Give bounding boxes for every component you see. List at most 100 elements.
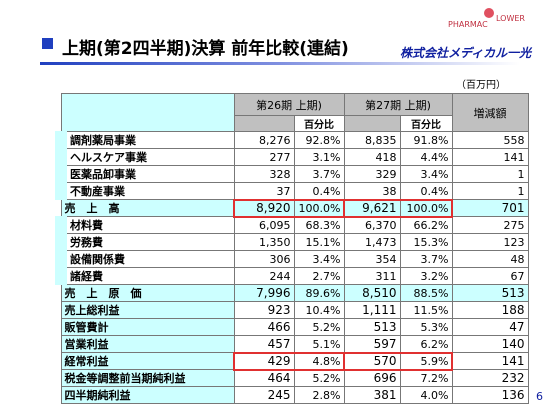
row-label: 調剤薬局事業 xyxy=(55,131,235,149)
cell: 67 xyxy=(451,267,529,285)
cell: 5.3% xyxy=(399,318,453,336)
corner xyxy=(60,93,235,132)
cell: 5.1% xyxy=(293,335,345,353)
cell: 1,111 xyxy=(343,301,401,319)
row-label: 営業利益 xyxy=(60,335,235,353)
cell: 11.5% xyxy=(399,301,453,319)
row-label: 四半期純利益 xyxy=(60,386,235,404)
cell: 1 xyxy=(451,165,529,183)
cell: 311 xyxy=(343,267,401,285)
cell: 0.4% xyxy=(399,182,453,200)
cell: 100.0% xyxy=(293,199,345,217)
cell: 513 xyxy=(343,318,401,336)
row-label: 売 上 高 xyxy=(60,199,235,217)
cell: 4.0% xyxy=(399,386,453,404)
cell: 8,276 xyxy=(233,131,295,149)
cell: 3.7% xyxy=(399,250,453,268)
cell: 6,370 xyxy=(343,216,401,234)
logo-text: PHARMAC xyxy=(448,20,488,29)
row-label: 医薬品卸事業 xyxy=(55,165,235,183)
cell: 8,510 xyxy=(343,284,401,302)
cell: 123 xyxy=(451,233,529,251)
bullet xyxy=(42,38,53,49)
cell: 354 xyxy=(343,250,401,268)
cell: 5.2% xyxy=(293,318,345,336)
title: 上期(第2四半期)決算 前年比較(連結) xyxy=(62,39,349,59)
cell: 37 xyxy=(233,182,295,200)
cell: 89.6% xyxy=(293,284,345,302)
cell xyxy=(233,115,295,132)
cell: 3.1% xyxy=(293,148,345,166)
column-header: 第27期 上期) xyxy=(343,93,453,116)
unit: （百万円） xyxy=(456,80,506,91)
row-label: 売 上 原 価 xyxy=(60,284,235,302)
row-label: 売上総利益 xyxy=(60,301,235,319)
cell: 100.0% xyxy=(399,199,453,217)
row-label: 設備関係費 xyxy=(55,250,235,268)
cell: 597 xyxy=(343,335,401,353)
row-label: 諸経費 xyxy=(55,267,235,285)
cell: 92.8% xyxy=(293,131,345,149)
cell: 66.2% xyxy=(399,216,453,234)
column-header: 増減額 xyxy=(451,93,529,132)
cell: 91.8% xyxy=(399,131,453,149)
cell: 381 xyxy=(343,386,401,404)
cell: 418 xyxy=(343,148,401,166)
row-label: 税金等調整前当期純利益 xyxy=(60,369,235,387)
cell: 6.2% xyxy=(399,335,453,353)
row-label: 不動産事業 xyxy=(55,182,235,200)
cell: 464 xyxy=(233,369,295,387)
cell: 3.4% xyxy=(399,165,453,183)
cell: 244 xyxy=(233,267,295,285)
cell: 2.7% xyxy=(293,267,345,285)
cell: 15.1% xyxy=(293,233,345,251)
cell: 4.4% xyxy=(399,148,453,166)
row-label: 労務費 xyxy=(55,233,235,251)
cell: 0.4% xyxy=(293,182,345,200)
cell: 696 xyxy=(343,369,401,387)
cell: 5.2% xyxy=(293,369,345,387)
cell: 306 xyxy=(233,250,295,268)
cell: 275 xyxy=(451,216,529,234)
cell: 7,996 xyxy=(233,284,295,302)
cell: 140 xyxy=(451,335,529,353)
row-label: 販管費計 xyxy=(60,318,235,336)
cell: 558 xyxy=(451,131,529,149)
cell: 3.7% xyxy=(293,165,345,183)
cell: 47 xyxy=(451,318,529,336)
cell: 3.4% xyxy=(293,250,345,268)
cell: 5.9% xyxy=(399,352,453,370)
cell: 8,920 xyxy=(233,199,295,217)
cell: 232 xyxy=(451,369,529,387)
cell: 328 xyxy=(233,165,295,183)
table: 第26期 上期) 第27期 上期) 増減額 百分比 百分比 調剤薬局事業 8,27… xyxy=(55,93,529,404)
cell: 1,473 xyxy=(343,233,401,251)
subheader: 百分比 xyxy=(399,115,453,132)
logo-text: LOWER xyxy=(496,14,525,23)
cell: 3.2% xyxy=(399,267,453,285)
row-label: 経常利益 xyxy=(60,352,235,370)
cell: 466 xyxy=(233,318,295,336)
cell: 570 xyxy=(343,352,401,370)
cell: 513 xyxy=(451,284,529,302)
cell: 9,621 xyxy=(343,199,401,217)
cell: 15.3% xyxy=(399,233,453,251)
cell: 8,835 xyxy=(343,131,401,149)
title-rule xyxy=(40,62,520,65)
row-label: ヘルスケア事業 xyxy=(55,148,235,166)
column-header: 第26期 上期) xyxy=(233,93,345,116)
cell: 141 xyxy=(451,352,529,370)
cell: 4.8% xyxy=(293,352,345,370)
cell: 457 xyxy=(233,335,295,353)
row-label: 材料費 xyxy=(55,216,235,234)
page-number: 6 xyxy=(536,390,543,403)
cell: 6,095 xyxy=(233,216,295,234)
cell: 2.8% xyxy=(293,386,345,404)
cell: 923 xyxy=(233,301,295,319)
cell: 1,350 xyxy=(233,233,295,251)
cell: 429 xyxy=(233,352,295,370)
subheader: 百分比 xyxy=(293,115,345,132)
cell: 329 xyxy=(343,165,401,183)
cell: 188 xyxy=(451,301,529,319)
